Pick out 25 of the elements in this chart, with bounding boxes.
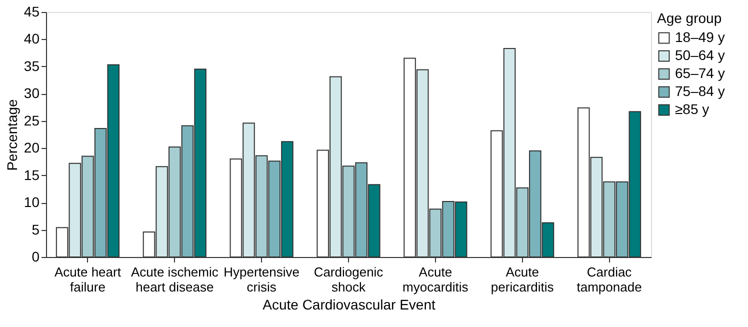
x-tick-label: Acute ischemic heart disease bbox=[130, 264, 219, 294]
x-tick-label: Acute pericarditis bbox=[490, 264, 554, 294]
y-tick-label: 15 bbox=[24, 166, 40, 183]
x-axis-title: Acute Cardiovascular Event bbox=[262, 296, 436, 312]
x-tick-label: Cardiogenic shock bbox=[314, 264, 384, 294]
x-tick-label: Hypertensive crisis bbox=[224, 264, 300, 294]
legend-label: 75–84 y bbox=[675, 83, 725, 99]
legend-label: 50–64 y bbox=[675, 47, 725, 63]
x-tick-label: Acute myocarditis bbox=[402, 264, 469, 294]
legend-label: 18–49 y bbox=[675, 29, 725, 45]
y-tick-label: 30 bbox=[24, 85, 40, 102]
y-tick-label: 40 bbox=[24, 30, 40, 47]
x-tick-label: Cardiac tamponade bbox=[576, 264, 642, 294]
y-axis-title: Percentage bbox=[4, 98, 20, 171]
y-tick-label: 35 bbox=[24, 58, 40, 74]
y-tick-label: 0 bbox=[32, 248, 40, 264]
legend-title: Age group bbox=[657, 10, 722, 26]
x-tick-label: Acute heart failure bbox=[54, 264, 122, 294]
y-tick-label: 5 bbox=[32, 221, 40, 238]
y-tick-label: 25 bbox=[24, 112, 40, 128]
y-tick-label: 10 bbox=[24, 194, 40, 210]
y-tick-label: 20 bbox=[24, 140, 40, 156]
legend-label: ≥85 y bbox=[675, 101, 710, 117]
y-tick-label: 45 bbox=[24, 4, 40, 20]
legend-label: 65–74 y bbox=[675, 65, 725, 81]
